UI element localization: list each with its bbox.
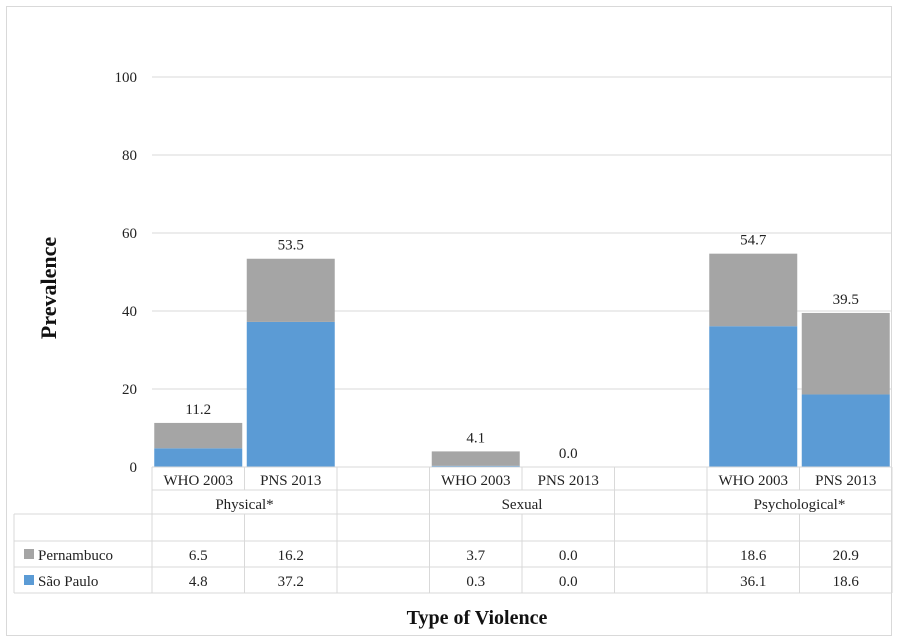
total-label: 39.5 [833,292,859,308]
category-label: WHO 2003 [441,473,511,489]
group-label: Psychological* [754,497,846,513]
table-value: 18.6 [833,574,860,590]
data-table: WHO 2003 PNS 2013 Physical* WHO 2003 PNS 201… [13,466,893,594]
table-value: 3.7 [466,548,485,564]
bar-sao-paulo [709,326,798,467]
bars [154,253,890,467]
bar-sao-paulo [801,394,890,467]
table-value: 0.3 [466,574,485,590]
y-tick-label: 40 [122,304,137,320]
table-value: 16.2 [278,548,304,564]
table-value: 6.5 [189,548,208,564]
bar-pernambuco [801,312,890,395]
table-value: 4.8 [189,574,208,590]
bar-sao-paulo [431,465,520,467]
bar-pernambuco [709,253,798,327]
table-value: 0.0 [559,574,578,590]
x-axis-title: Type of Violence [407,607,548,629]
y-tick-label: 20 [122,382,137,398]
total-label: 54.7 [740,233,767,249]
table-value: 37.2 [278,574,304,590]
total-label: 0.0 [559,446,578,462]
bar-pernambuco [246,258,335,322]
category-label: WHO 2003 [718,473,788,489]
group-label: Physical* [215,497,273,513]
total-label: 53.5 [278,238,304,254]
y-tick-label: 0 [130,460,138,476]
bar-sao-paulo [154,448,243,467]
total-label: 11.2 [185,402,211,418]
y-tick-label: 80 [122,148,137,164]
category-label: PNS 2013 [815,473,876,489]
category-label: PNS 2013 [260,473,321,489]
table-value: 20.9 [833,548,859,564]
legend-label: Pernambuco [38,548,113,564]
table-value: 36.1 [740,574,766,590]
category-label: PNS 2013 [538,473,599,489]
category-label: WHO 2003 [163,473,233,489]
total-labels: 11.2 53.5 4.1 0.0 54.7 39.5 [185,233,858,462]
bar-pernambuco [154,422,243,449]
chart-frame [6,6,892,636]
y-tick-label: 100 [115,70,138,86]
bar-pernambuco [431,451,520,466]
legend-swatch [24,549,34,559]
y-tick-label: 60 [122,226,137,242]
group-label: Sexual [502,497,543,513]
total-label: 4.1 [466,430,485,446]
table-value: 0.0 [559,548,578,564]
y-axis-title: Prevalence [36,237,61,339]
legend-label: São Paulo [38,574,98,590]
table-value: 18.6 [740,548,767,564]
bar-sao-paulo [246,321,335,467]
y-tick-labels: 0 20 40 60 80 100 [115,70,138,476]
legend-swatch [24,575,34,585]
